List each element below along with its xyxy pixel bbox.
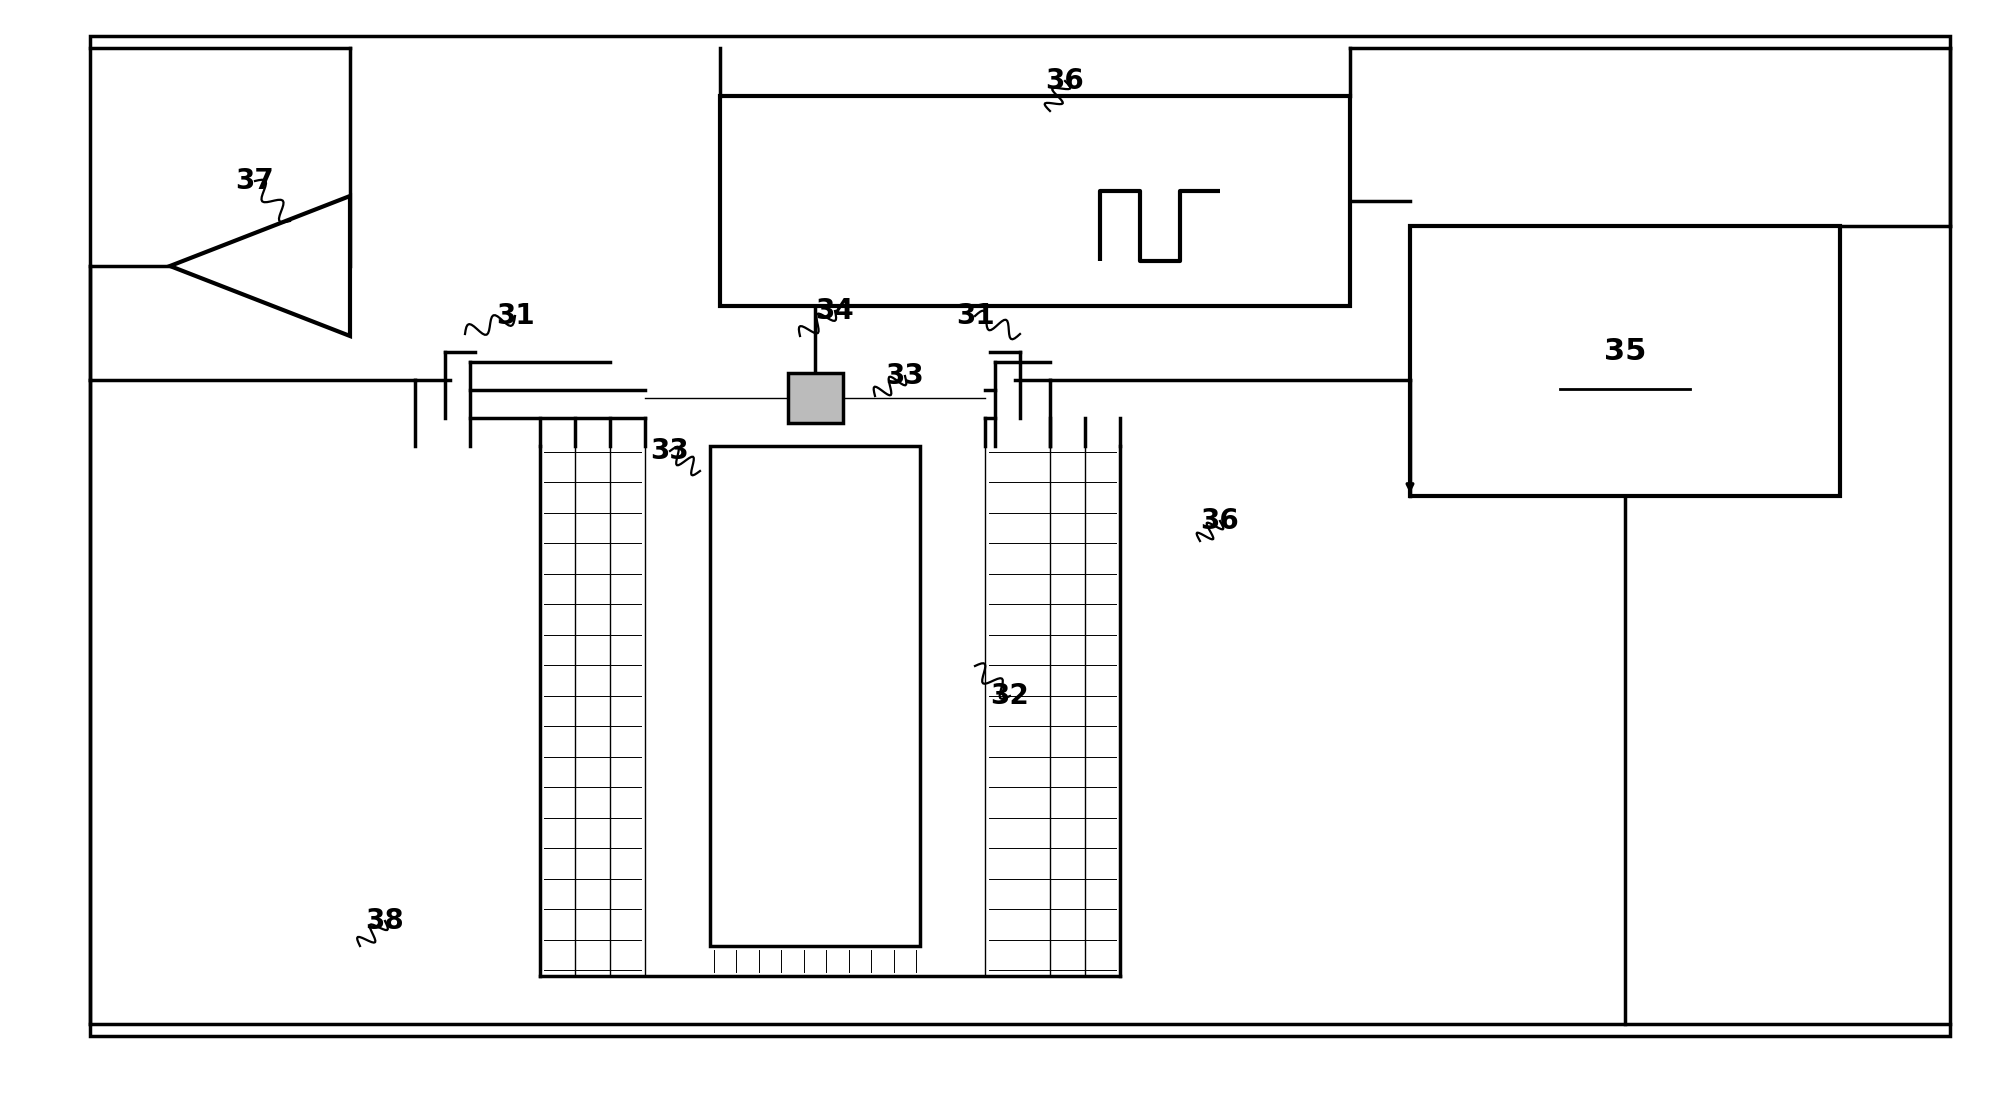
Bar: [1410, 226, 1841, 495]
Bar: [787, 373, 842, 422]
Text: 36: 36: [1045, 67, 1084, 95]
Text: 31: 31: [495, 302, 534, 330]
Text: 36: 36: [1200, 507, 1239, 535]
Bar: [719, 96, 1349, 306]
Text: 33: 33: [886, 362, 924, 390]
Text: 35: 35: [1603, 336, 1645, 365]
Polygon shape: [169, 196, 350, 336]
Text: 33: 33: [651, 437, 689, 465]
Text: 32: 32: [991, 682, 1029, 710]
Text: 31: 31: [957, 302, 995, 330]
Text: 34: 34: [816, 298, 854, 325]
Text: 37: 37: [236, 167, 274, 195]
Text: 38: 38: [367, 907, 405, 935]
Bar: [711, 446, 920, 946]
